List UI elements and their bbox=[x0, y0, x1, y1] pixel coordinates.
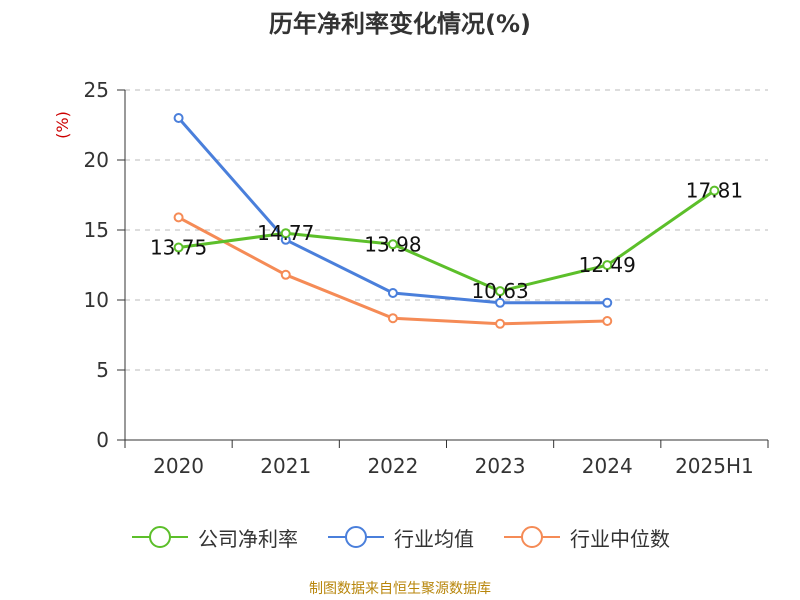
data-point bbox=[495, 318, 506, 329]
y-tick-label: 5 bbox=[96, 358, 109, 382]
legend-item-industry-median[interactable]: 行业中位数 bbox=[502, 522, 670, 552]
chart-title: 历年净利率变化情况(%) bbox=[269, 10, 531, 38]
data-point bbox=[495, 286, 506, 297]
legend-label-industry-mean: 行业均值 bbox=[394, 526, 474, 551]
data-label: 13.75 bbox=[150, 236, 207, 260]
data-label: 17.81 bbox=[686, 179, 743, 203]
x-tick-label: 2020 bbox=[153, 454, 204, 478]
legend-label-industry-median: 行业中位数 bbox=[570, 526, 670, 551]
axes: 0 5 10 15 20 25 2020 2021 2022 2023 2024 2025H1 bbox=[84, 78, 769, 478]
x-tick-label: 2022 bbox=[367, 454, 418, 478]
legend-item-industry-mean[interactable]: 行业均值 bbox=[326, 522, 474, 552]
data-point bbox=[387, 239, 398, 250]
data-label: 13.98 bbox=[364, 232, 421, 256]
x-tick-label: 2021 bbox=[260, 454, 311, 478]
legend-marker-industry-median bbox=[504, 526, 560, 548]
legend-marker-industry-mean bbox=[328, 526, 384, 548]
y-tick-label: 20 bbox=[84, 148, 109, 172]
y-tick-label: 0 bbox=[96, 428, 109, 452]
x-tick-label: 2024 bbox=[582, 454, 633, 478]
x-tick-label: 2023 bbox=[475, 454, 526, 478]
data-labels: 13.75 14.77 13.98 10.63 12.49 17.81 bbox=[150, 179, 743, 304]
data-point bbox=[280, 269, 291, 280]
data-point bbox=[173, 242, 184, 253]
data-point bbox=[173, 113, 184, 123]
legend-marker-company bbox=[132, 526, 188, 548]
y-tick-label: 25 bbox=[84, 78, 109, 102]
source-note: 制图数据来自恒生聚源数据库 bbox=[309, 581, 491, 597]
data-point bbox=[709, 185, 720, 196]
data-label: 12.49 bbox=[579, 253, 636, 277]
y-tick-label: 15 bbox=[84, 218, 109, 242]
data-point bbox=[602, 260, 613, 271]
data-point bbox=[280, 228, 291, 239]
grid-lines bbox=[125, 89, 768, 371]
data-label: 10.63 bbox=[471, 279, 528, 303]
series-layer bbox=[173, 113, 720, 329]
data-label: 14.77 bbox=[257, 221, 314, 245]
data-point bbox=[387, 288, 398, 298]
data-point bbox=[495, 297, 506, 308]
series-line-0 bbox=[178, 189, 716, 293]
data-point bbox=[387, 313, 398, 324]
legend: 公司净利率 行业均值 行业中位数 bbox=[0, 522, 800, 552]
y-tick-label: 10 bbox=[84, 288, 109, 312]
data-point bbox=[602, 316, 613, 326]
x-tick-label: 2025H1 bbox=[675, 454, 754, 478]
y-axis-label: (%) bbox=[53, 111, 72, 139]
data-point bbox=[173, 212, 184, 223]
legend-item-company[interactable]: 公司净利率 bbox=[130, 522, 298, 552]
series-line-1 bbox=[177, 117, 608, 305]
data-point bbox=[602, 297, 613, 308]
legend-label-company: 公司净利率 bbox=[198, 526, 298, 551]
